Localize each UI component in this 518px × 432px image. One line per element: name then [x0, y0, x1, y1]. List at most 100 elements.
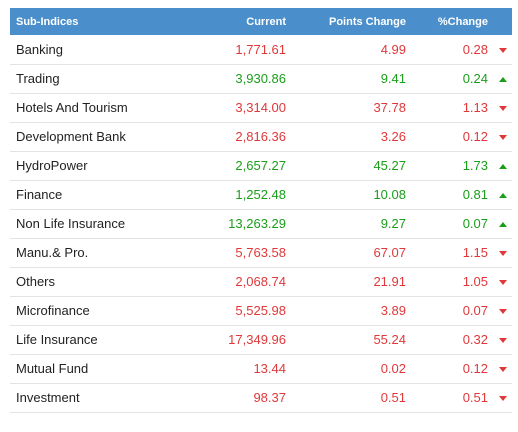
sub-index-name: Life Insurance: [16, 332, 98, 347]
arrow-down-icon: [499, 309, 507, 315]
table-row[interactable]: Trading 3,930.86 9.41 0.24: [10, 64, 512, 93]
sub-index-name: Non Life Insurance: [16, 216, 126, 231]
header-sub-indices[interactable]: Sub-Indices: [16, 15, 79, 28]
points-change-value: 3.89: [380, 303, 406, 318]
header-current[interactable]: Current: [246, 15, 286, 28]
current-value: 2,657.27: [235, 158, 286, 173]
sub-index-name: Banking: [16, 41, 63, 57]
trend-cell: [494, 267, 512, 296]
current-value: 1,252.48: [235, 187, 286, 202]
table-row[interactable]: Non Life Insurance 13,263.29 9.27 0.07: [10, 209, 512, 238]
current-value: 17,349.96: [228, 332, 286, 347]
arrow-down-icon: [499, 338, 507, 344]
table-row[interactable]: Life Insurance 17,349.96 55.24 0.32: [10, 325, 512, 354]
sub-indices-panel: Sub-Indices Current Points Change %Chang…: [10, 8, 512, 413]
pct-change-value: 0.12: [462, 129, 488, 144]
current-value: 13.44: [253, 361, 286, 376]
current-value: 98.37: [253, 390, 286, 405]
current-value: 5,525.98: [235, 303, 286, 318]
sub-index-name: Investment: [16, 390, 80, 405]
current-value: 5,763.58: [235, 245, 286, 260]
header-pct-change[interactable]: %Change: [437, 15, 488, 28]
table-row[interactable]: Microfinance 5,525.98 3.89 0.07: [10, 296, 512, 325]
current-value: 13,263.29: [228, 216, 286, 231]
current-value: 3,314.00: [235, 100, 286, 115]
sub-index-name: Others: [16, 274, 56, 289]
trend-cell: [494, 296, 512, 325]
sub-indices-table: Sub-Indices Current Points Change %Chang…: [10, 8, 512, 413]
trend-cell: [494, 93, 512, 122]
points-change-value: 67.07: [373, 245, 406, 260]
points-change-value: 3.26: [380, 129, 406, 144]
table-row[interactable]: Manu.& Pro. 5,763.58 67.07 1.15: [10, 238, 512, 267]
arrow-down-icon: [499, 106, 507, 112]
trend-cell: [494, 238, 512, 267]
pct-change-value: 1.15: [462, 245, 488, 260]
arrow-down-icon: [499, 396, 507, 402]
current-value: 1,771.61: [235, 41, 286, 57]
arrow-down-icon: [499, 47, 507, 53]
sub-index-name: Manu.& Pro.: [16, 245, 89, 260]
table-row[interactable]: Mutual Fund 13.44 0.02 0.12: [10, 354, 512, 383]
trend-cell: [494, 383, 512, 412]
arrow-down-icon: [499, 251, 507, 257]
pct-change-value: 1.05: [462, 274, 488, 289]
pct-change-value: 0.28: [462, 41, 488, 57]
current-value: 2,068.74: [235, 274, 286, 289]
table-row[interactable]: Finance 1,252.48 10.08 0.81: [10, 180, 512, 209]
sub-index-name: Hotels And Tourism: [16, 100, 128, 115]
points-change-value: 0.02: [380, 361, 406, 376]
arrow-up-icon: [499, 164, 507, 170]
pct-change-value: 1.73: [462, 158, 488, 173]
current-value: 2,816.36: [235, 129, 286, 144]
table-row[interactable]: Investment 98.37 0.51 0.51: [10, 383, 512, 412]
table-body: Banking 1,771.61 4.99 0.28 Trading 3,930.86 9.…: [10, 35, 512, 412]
table-row[interactable]: Banking 1,771.61 4.99 0.28: [10, 35, 512, 64]
points-change-value: 4.99: [380, 41, 406, 57]
points-change-value: 21.91: [373, 274, 406, 289]
sub-index-name: Finance: [16, 187, 63, 202]
pct-change-value: 0.07: [462, 216, 488, 231]
pct-change-value: 1.13: [462, 100, 488, 115]
trend-cell: [494, 64, 512, 93]
arrow-up-icon: [499, 77, 507, 83]
trend-cell: [494, 209, 512, 238]
pct-change-value: 0.51: [462, 390, 488, 405]
sub-index-name: Development Bank: [16, 129, 126, 144]
points-change-value: 9.27: [380, 216, 406, 231]
header-points-change[interactable]: Points Change: [328, 15, 406, 28]
pct-change-value: 0.12: [462, 361, 488, 376]
points-change-value: 55.24: [373, 332, 406, 347]
arrow-up-icon: [499, 222, 507, 228]
pct-change-value: 0.81: [462, 187, 488, 202]
arrow-up-icon: [499, 193, 507, 199]
sub-index-name: Microfinance: [16, 303, 90, 318]
pct-change-value: 0.24: [462, 71, 488, 86]
header-arrow: [494, 8, 512, 35]
points-change-value: 10.08: [373, 187, 406, 202]
current-value: 3,930.86: [235, 71, 286, 86]
points-change-value: 0.51: [380, 390, 406, 405]
sub-index-name: Mutual Fund: [16, 361, 89, 376]
points-change-value: 37.78: [373, 100, 406, 115]
trend-cell: [494, 354, 512, 383]
points-change-value: 45.27: [373, 158, 406, 173]
table-header: Sub-Indices Current Points Change %Chang…: [10, 8, 512, 35]
arrow-down-icon: [499, 367, 507, 373]
table-row[interactable]: Others 2,068.74 21.91 1.05: [10, 267, 512, 296]
arrow-down-icon: [499, 280, 507, 286]
table-row[interactable]: Hotels And Tourism 3,314.00 37.78 1.13: [10, 93, 512, 122]
points-change-value: 9.41: [380, 71, 406, 86]
table-row[interactable]: Development Bank 2,816.36 3.26 0.12: [10, 122, 512, 151]
sub-index-name: HydroPower: [16, 158, 88, 173]
arrow-down-icon: [499, 135, 507, 141]
trend-cell: [494, 35, 512, 64]
trend-cell: [494, 151, 512, 180]
sub-index-name: Trading: [16, 71, 60, 86]
table-row[interactable]: HydroPower 2,657.27 45.27 1.73: [10, 151, 512, 180]
trend-cell: [494, 325, 512, 354]
pct-change-value: 0.07: [462, 303, 488, 318]
trend-cell: [494, 180, 512, 209]
trend-cell: [494, 122, 512, 151]
pct-change-value: 0.32: [462, 332, 488, 347]
